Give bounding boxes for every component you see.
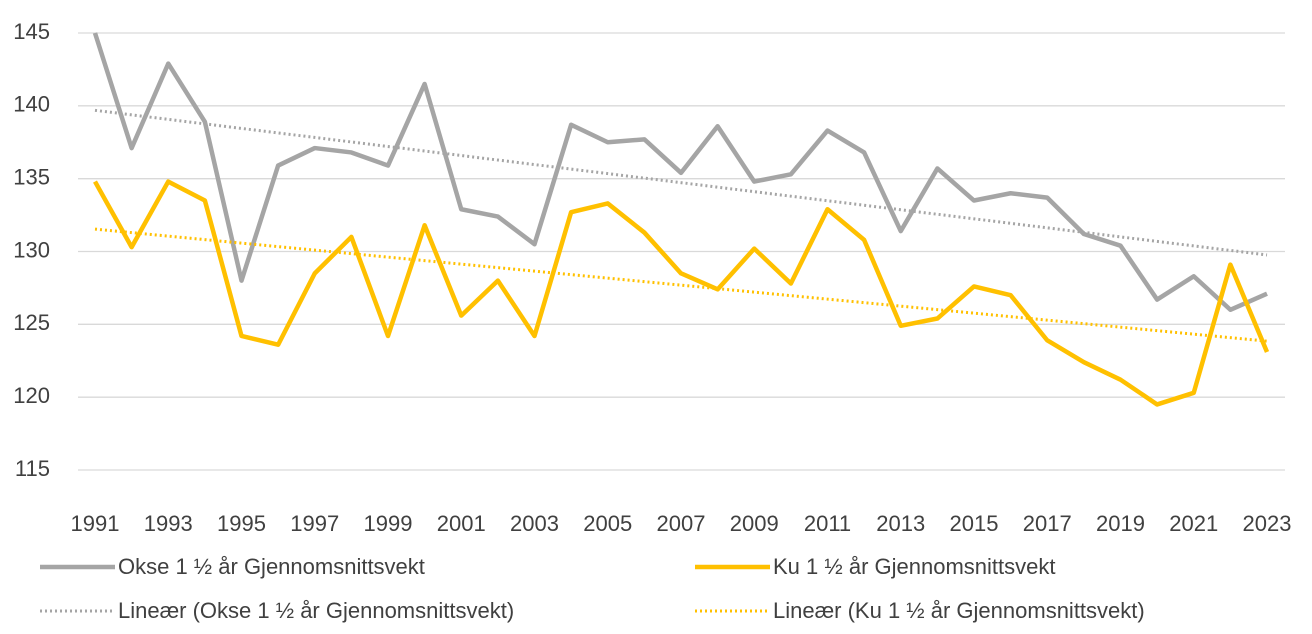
legend-label: Lineær (Okse 1 ½ år Gjennomsnittsvekt) — [118, 598, 514, 623]
trend-line — [94, 227, 1268, 343]
x-tick-label: 1993 — [144, 511, 193, 536]
x-tick-label: 2015 — [950, 511, 999, 536]
x-tick-label: 1995 — [217, 511, 266, 536]
y-tick-label: 115 — [15, 456, 50, 481]
x-tick-label: 2021 — [1169, 511, 1218, 536]
x-tick-label: 1999 — [364, 511, 413, 536]
x-tick-label: 2011 — [804, 511, 851, 536]
x-tick-label: 1997 — [290, 511, 339, 536]
legend-label: Lineær (Ku 1 ½ år Gjennomsnittsvekt) — [773, 598, 1145, 623]
x-tick-label: 2019 — [1096, 511, 1145, 536]
y-tick-label: 135 — [13, 164, 50, 189]
x-tick-label: 2013 — [876, 511, 925, 536]
y-tick-label: 130 — [13, 237, 50, 262]
legend-label: Okse 1 ½ år Gjennomsnittsvekt — [118, 554, 425, 579]
y-tick-label: 125 — [13, 310, 50, 335]
x-tick-label: 2023 — [1243, 511, 1292, 536]
trend-line — [94, 108, 1268, 257]
legend-label: Ku 1 ½ år Gjennomsnittsvekt — [773, 554, 1055, 579]
y-tick-label: 140 — [13, 92, 50, 117]
x-tick-label: 1991 — [71, 511, 120, 536]
x-tick-label: 2005 — [583, 511, 632, 536]
x-tick-label: 2007 — [657, 511, 706, 536]
x-tick-label: 2001 — [437, 511, 486, 536]
x-tick-label: 2009 — [730, 511, 779, 536]
x-tick-label: 2017 — [1023, 511, 1072, 536]
data-line — [93, 179, 1270, 407]
y-tick-label: 120 — [13, 383, 50, 408]
data-line — [92, 32, 1268, 313]
y-tick-label: 145 — [13, 19, 50, 44]
x-tick-label: 2003 — [510, 511, 559, 536]
